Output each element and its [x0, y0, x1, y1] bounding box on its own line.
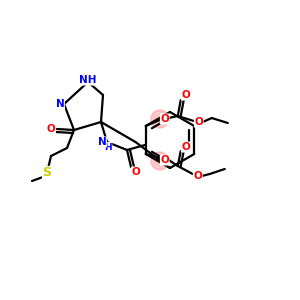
Text: N: N: [98, 137, 106, 147]
Text: H: H: [104, 142, 112, 152]
Text: O: O: [160, 114, 169, 124]
Text: O: O: [160, 155, 169, 165]
Text: O: O: [194, 171, 202, 181]
Text: O: O: [46, 124, 56, 134]
Text: O: O: [194, 117, 203, 127]
Text: O: O: [132, 167, 140, 177]
Text: O: O: [182, 90, 190, 100]
Circle shape: [151, 110, 169, 128]
Text: NH: NH: [79, 75, 97, 85]
Text: N: N: [56, 99, 64, 109]
Text: S: S: [43, 167, 52, 179]
Text: O: O: [182, 142, 190, 152]
Circle shape: [151, 152, 169, 170]
